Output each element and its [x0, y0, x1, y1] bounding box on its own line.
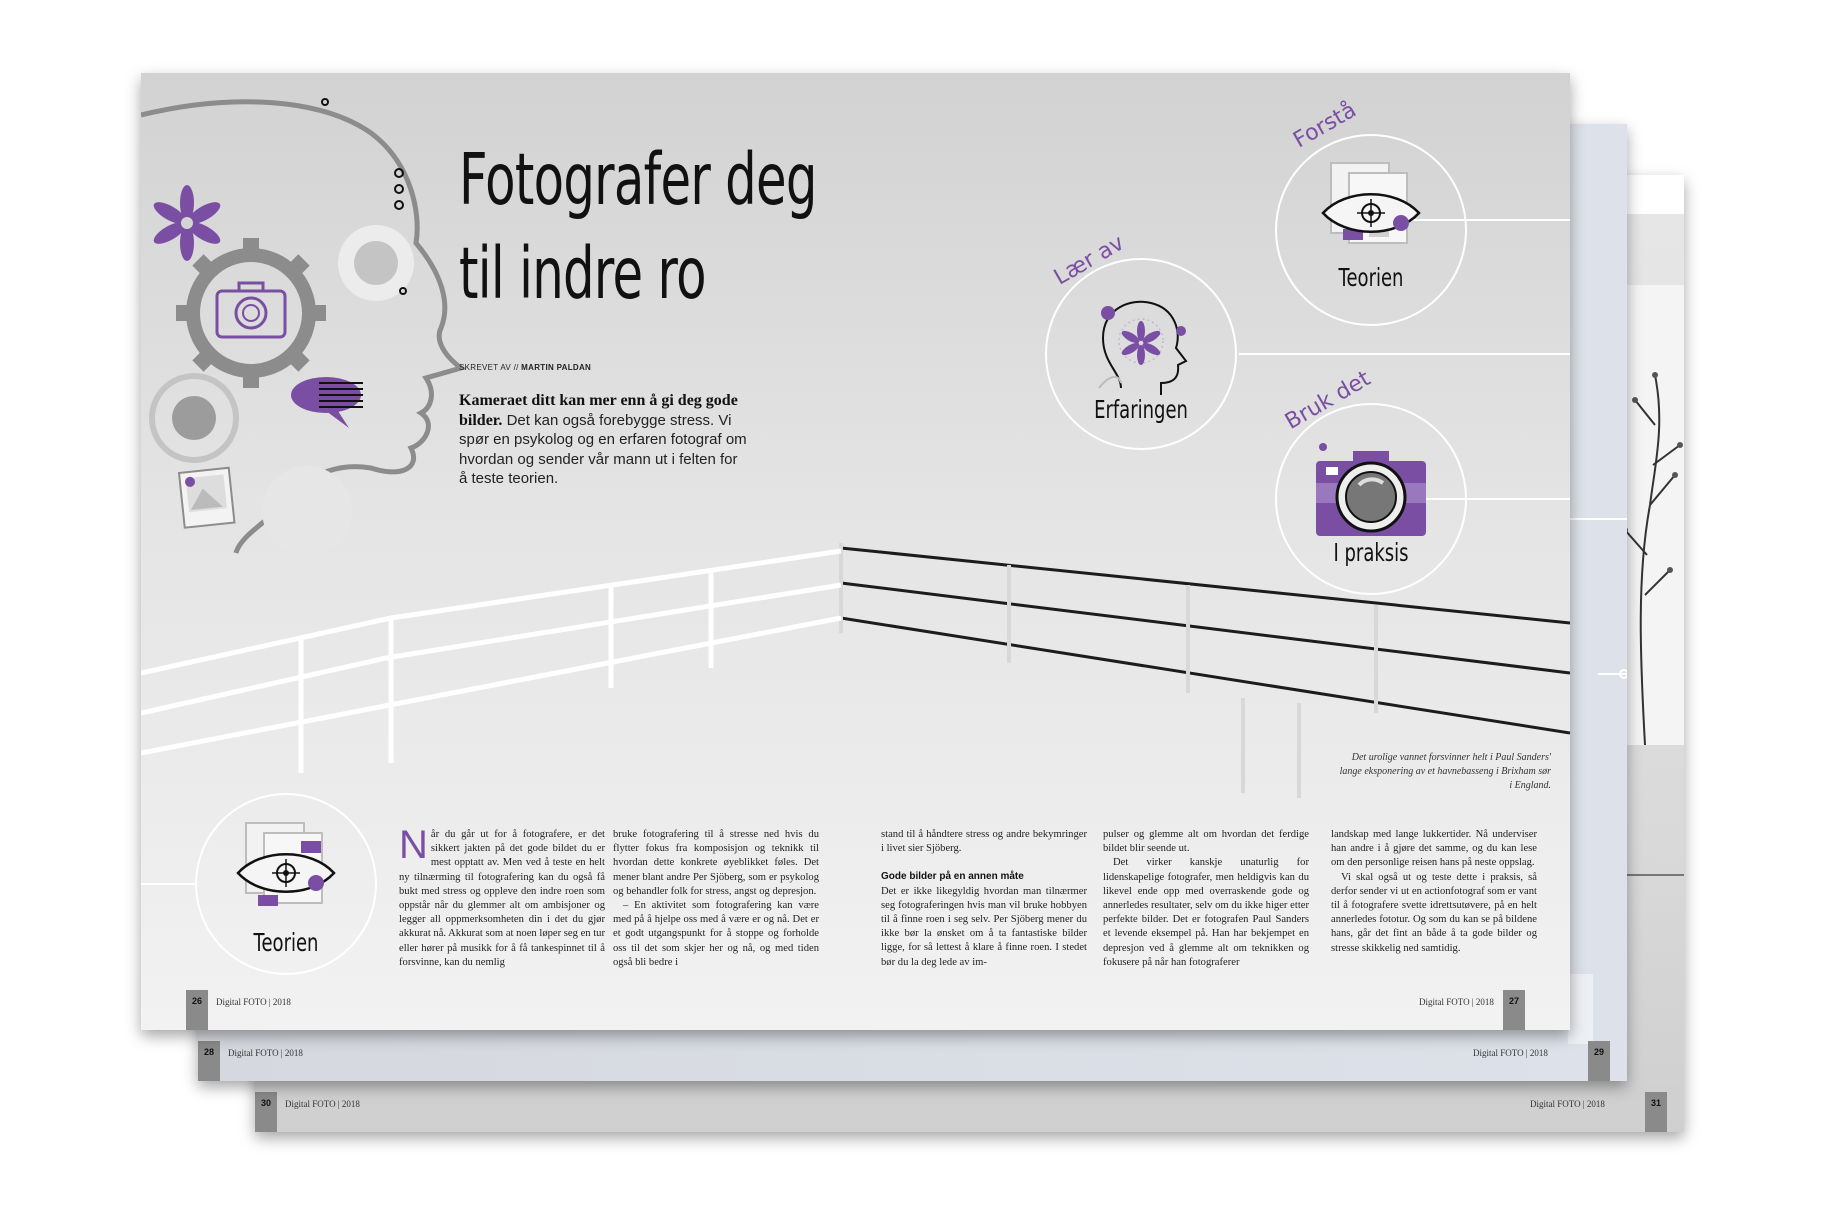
front-spread: Fotografer deg til indre ro SKREVET AV /…	[141, 73, 1570, 1030]
column-1-text: år du går ut for å fotografere, er det s…	[399, 829, 605, 968]
middle-spread-art	[1568, 518, 1627, 1044]
title-line-1: Fotografer deg	[459, 138, 817, 221]
flower-icon	[153, 185, 221, 261]
circle-label-teorien-bottom: Teorien	[253, 928, 319, 957]
photo-card-icon	[177, 466, 236, 529]
page-number-30: 30	[255, 1092, 277, 1132]
column-5-paragraph-1: landskap med lange lukkertider. Nå under…	[1331, 829, 1537, 869]
lead-bold: Kameraet ditt kan mer enn å gi deg gode …	[459, 392, 738, 429]
column-3-heading: Gode bilder på en annen måte	[881, 871, 1024, 883]
footer-right: Digital FOTO | 2018	[1530, 1099, 1605, 1109]
column-3-paragraph-2: Det er ikke likegyldig hvordan man tilnæ…	[881, 885, 1087, 968]
body-column-3: stand til å håndtere stress og andre bek…	[881, 828, 1087, 970]
footer-left: Digital FOTO | 2018	[228, 1048, 303, 1058]
page-number-28: 28	[198, 1041, 220, 1081]
circle-label-erfaringen: Erfaringen	[1094, 395, 1188, 424]
body-column-2: bruke fotografering til å stresse ned hv…	[613, 828, 819, 970]
column-2-paragraph-1: bruke fotografering til å stresse ned hv…	[613, 829, 819, 897]
title-line-2: til indre ro	[459, 231, 707, 315]
column-2-paragraph-2: – En aktivitet som fotografering kan vær…	[613, 900, 819, 968]
photo-caption: Det urolige vannet forsvinner helt i Pau…	[1339, 752, 1551, 791]
circle-label-teorien: Teorien	[1338, 263, 1404, 292]
footer-left: Digital FOTO | 2018	[216, 997, 291, 1007]
body-column-4: pulser og glemme alt om hvordan det ferd…	[1103, 828, 1309, 970]
gear-camera-icon	[176, 238, 326, 388]
footer-right: Digital FOTO | 2018	[1419, 997, 1494, 1007]
column-4-paragraph-2: Det virker kanskje unaturlig for lidensk…	[1103, 857, 1309, 968]
article-title: Fotografer deg til indre ro	[459, 133, 817, 320]
byline-author: MARTIN PALDAN	[521, 363, 592, 372]
page-number-27: 27	[1503, 990, 1525, 1030]
column-3-paragraph-1: stand til å håndtere stress og andre bek…	[881, 829, 1087, 855]
byline: SKREVET AV // MARTIN PALDAN	[459, 363, 591, 372]
byline-prefix: SKREVET AV //	[459, 363, 519, 372]
head-illustration	[141, 98, 467, 556]
speech-bubble-icon	[291, 377, 363, 428]
column-4-paragraph-1: pulser og glemme alt om hvordan det ferd…	[1103, 829, 1309, 855]
lead-paragraph: Kameraet ditt kan mer enn å gi deg gode …	[459, 391, 749, 489]
page-number-29: 29	[1588, 1041, 1610, 1081]
body-column-5: landskap med lange lukkertider. Nå under…	[1331, 828, 1537, 956]
footer-right: Digital FOTO | 2018	[1473, 1048, 1548, 1058]
page-number-26: 26	[186, 990, 208, 1030]
head-outline-icon	[141, 99, 467, 554]
dropcap: N	[399, 823, 428, 867]
circle-label-i-praksis: I praksis	[1333, 538, 1409, 567]
page-number-31: 31	[1645, 1092, 1667, 1132]
column-5-paragraph-2: Vi skal også ut og teste dette i praksis…	[1331, 871, 1537, 954]
footer-left: Digital FOTO | 2018	[285, 1099, 360, 1109]
lead-text: Det kan også forebygge stress. Vi spør e…	[459, 411, 747, 488]
